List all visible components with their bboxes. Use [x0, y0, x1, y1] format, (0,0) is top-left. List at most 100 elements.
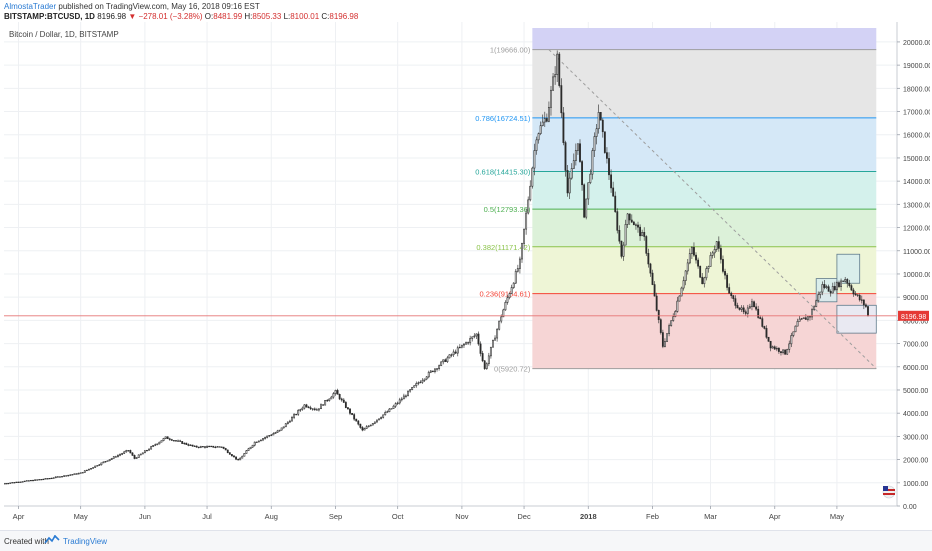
candle-body[interactable] — [593, 136, 596, 151]
candle-body[interactable] — [431, 370, 434, 372]
candle-body[interactable] — [322, 404, 324, 406]
candle-body[interactable] — [114, 456, 117, 458]
candle-body[interactable] — [452, 351, 455, 356]
candle-body[interactable] — [183, 442, 186, 445]
candle-body[interactable] — [199, 446, 202, 448]
candle-body[interactable] — [280, 427, 283, 431]
candle-body[interactable] — [547, 106, 550, 122]
candle-body[interactable] — [270, 434, 273, 436]
candle-body[interactable] — [106, 460, 109, 462]
candle-body[interactable] — [230, 454, 233, 457]
candle-body[interactable] — [492, 339, 494, 348]
candle-body[interactable] — [595, 128, 598, 137]
candle-body[interactable] — [299, 409, 302, 411]
candle-body[interactable] — [529, 185, 532, 201]
candle-body[interactable] — [23, 480, 26, 482]
candle-body[interactable] — [535, 139, 538, 151]
candle-body[interactable] — [825, 286, 828, 288]
candle-body[interactable] — [233, 455, 235, 458]
tradingview-link[interactable]: TradingView — [63, 537, 108, 546]
candle-body[interactable] — [641, 232, 644, 237]
candle-body[interactable] — [46, 478, 49, 480]
candle-body[interactable] — [786, 349, 789, 355]
candle-body[interactable] — [719, 248, 722, 260]
candle-body[interactable] — [819, 291, 822, 295]
candle-body[interactable] — [361, 427, 364, 431]
candle-body[interactable] — [502, 309, 505, 318]
tradingview-logo-icon[interactable] — [44, 535, 60, 545]
candle-body[interactable] — [5, 483, 7, 485]
chart-frame[interactable]: 1(19666.00) 0.786(16724.51) 0.618(14415.30… — [4, 22, 930, 528]
candle-body[interactable] — [407, 390, 409, 397]
candle-body[interactable] — [81, 472, 84, 474]
candle-body[interactable] — [483, 360, 486, 369]
candle-body[interactable] — [661, 332, 664, 347]
candle-body[interactable] — [371, 423, 374, 426]
candle-body[interactable] — [249, 446, 252, 450]
candle-body[interactable] — [69, 474, 72, 476]
candle-body[interactable] — [226, 449, 229, 454]
candle-body[interactable] — [131, 452, 134, 456]
candle-body[interactable] — [146, 449, 148, 452]
candle-body[interactable] — [286, 421, 289, 424]
candle-body[interactable] — [181, 441, 184, 444]
candle-body[interactable] — [463, 343, 465, 346]
candle-body[interactable] — [454, 351, 457, 354]
candle-body[interactable] — [794, 325, 797, 333]
candle-body[interactable] — [686, 262, 689, 272]
author-link[interactable]: AlmostaTrader — [4, 2, 57, 11]
candle-body[interactable] — [844, 279, 847, 282]
candle-body[interactable] — [369, 424, 372, 427]
candle-body[interactable] — [626, 213, 629, 225]
candle-body[interactable] — [649, 263, 652, 274]
candle-body[interactable] — [353, 414, 356, 420]
candle-body[interactable] — [185, 442, 188, 445]
candle-body[interactable] — [11, 482, 14, 484]
candle-body[interactable] — [742, 307, 745, 313]
candle-body[interactable] — [589, 173, 592, 183]
candle-body[interactable] — [695, 254, 697, 261]
candle-body[interactable] — [30, 479, 32, 482]
candle-body[interactable] — [347, 407, 349, 410]
candle-body[interactable] — [635, 224, 637, 226]
candle-body[interactable] — [666, 333, 668, 342]
candle-body[interactable] — [50, 477, 53, 480]
candle-body[interactable] — [697, 259, 700, 267]
candle-body[interactable] — [541, 121, 544, 126]
candle-body[interactable] — [527, 199, 530, 214]
candle-body[interactable] — [400, 398, 403, 401]
candle-body[interactable] — [38, 479, 41, 481]
candle-body[interactable] — [759, 317, 762, 320]
candle-body[interactable] — [253, 441, 256, 446]
candle-body[interactable] — [220, 446, 223, 448]
candle-body[interactable] — [622, 244, 625, 257]
candle-body[interactable] — [775, 347, 778, 350]
candle-body[interactable] — [158, 441, 161, 445]
candle-body[interactable] — [690, 247, 693, 254]
candle-body[interactable] — [36, 479, 39, 481]
candle-body[interactable] — [34, 479, 37, 481]
candle-body[interactable] — [388, 408, 391, 412]
candle-body[interactable] — [494, 337, 496, 341]
candle-body[interactable] — [639, 226, 642, 237]
candle-body[interactable] — [307, 406, 310, 409]
candle-body[interactable] — [112, 456, 115, 459]
candle-body[interactable] — [867, 306, 869, 316]
candle-body[interactable] — [71, 474, 74, 476]
candle-body[interactable] — [98, 464, 101, 466]
candle-body[interactable] — [367, 425, 370, 428]
candle-body[interactable] — [860, 299, 863, 301]
candle-body[interactable] — [715, 241, 718, 250]
candle-body[interactable] — [568, 177, 571, 194]
candle-body[interactable] — [591, 150, 594, 175]
candle-body[interactable] — [255, 441, 258, 443]
candle-body[interactable] — [699, 265, 702, 278]
candle-body[interactable] — [293, 414, 295, 418]
candle-body[interactable] — [143, 450, 146, 454]
candle-body[interactable] — [413, 385, 416, 388]
candle-body[interactable] — [798, 318, 801, 322]
candle-body[interactable] — [210, 445, 213, 448]
candle-body[interactable] — [823, 284, 826, 288]
candle-body[interactable] — [477, 333, 480, 345]
candle-body[interactable] — [579, 143, 581, 162]
